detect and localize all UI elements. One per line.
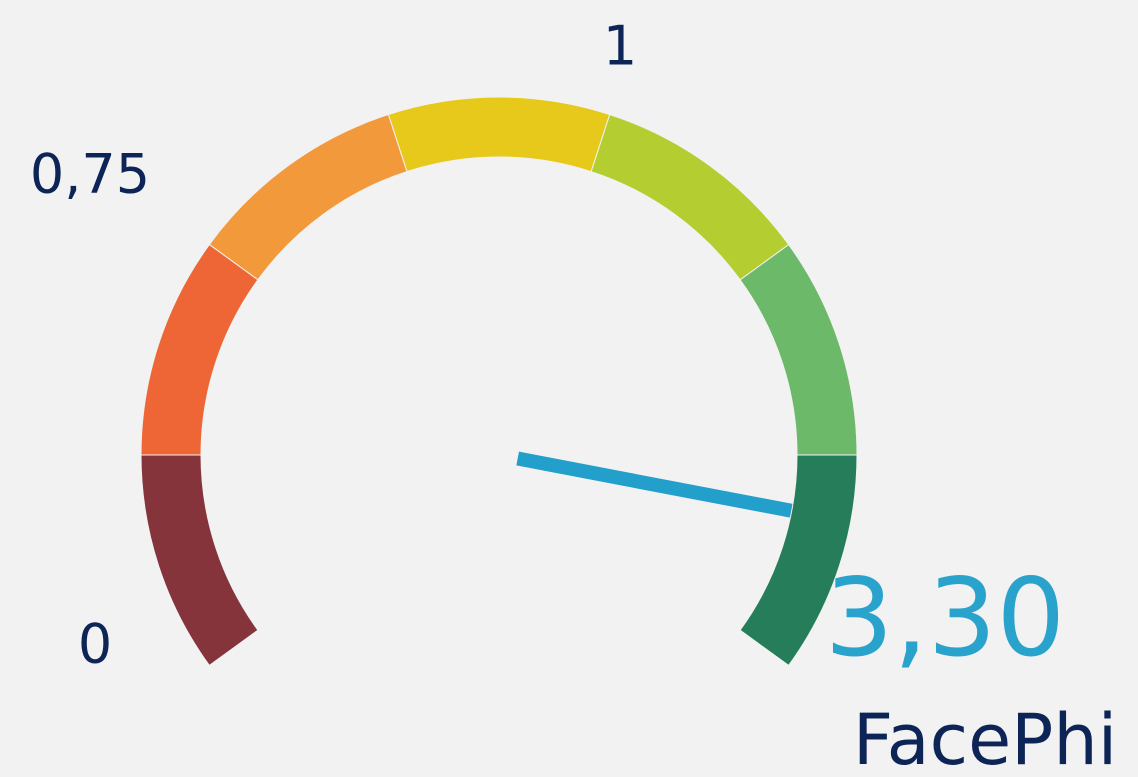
tick-label: 0 (78, 613, 112, 676)
gauge-segment (739, 243, 858, 456)
gauge-segment (590, 113, 790, 281)
tick-label: 1 (603, 15, 637, 78)
gauge-segment (739, 454, 858, 667)
gauge-name: FacePhi (853, 699, 1117, 777)
gauge-segment (140, 454, 259, 667)
gauge-segment (140, 243, 259, 456)
gauge-segment (387, 96, 611, 173)
value-label: 3,30 (825, 556, 1065, 681)
needle (516, 451, 818, 523)
gauge-segment (208, 113, 408, 281)
tick-label: 0,75 (30, 143, 150, 206)
